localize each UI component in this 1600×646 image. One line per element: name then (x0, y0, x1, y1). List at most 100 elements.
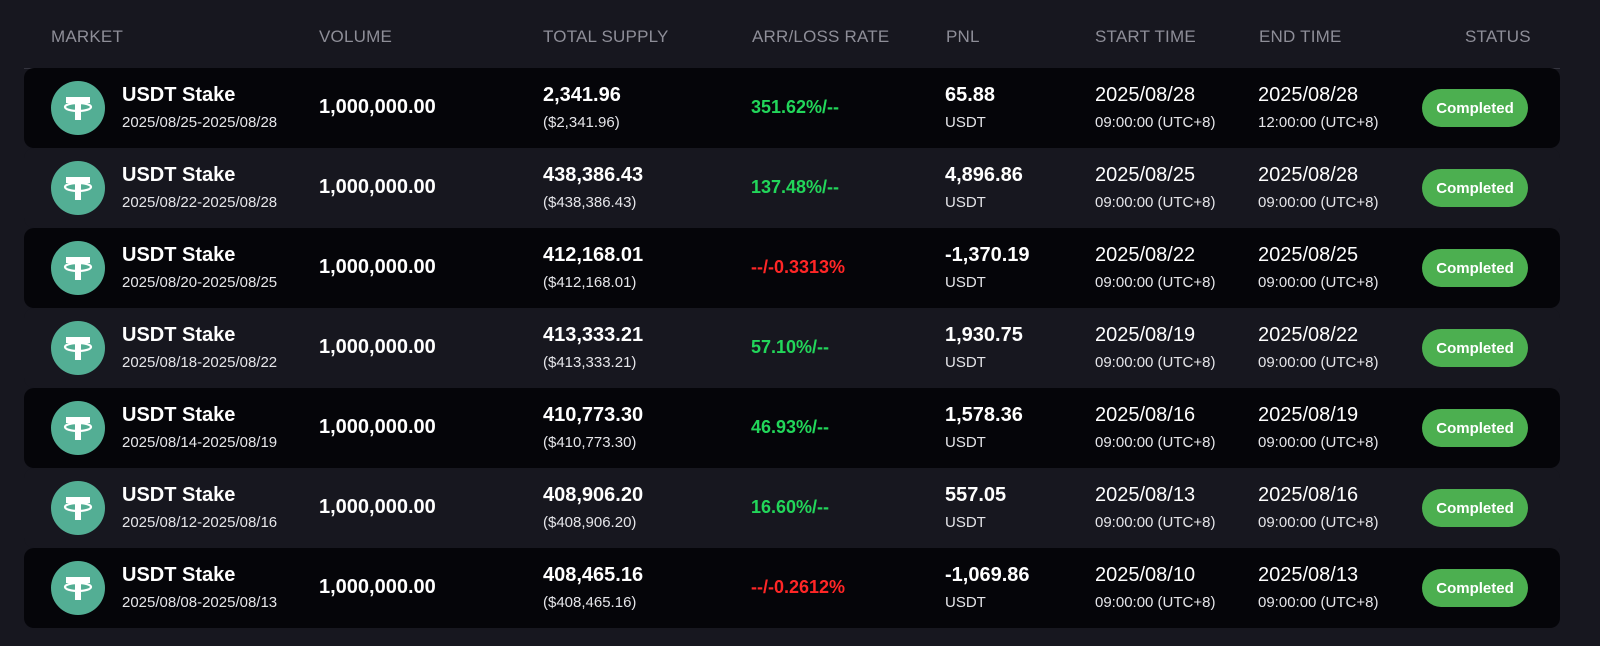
total-supply-usd: ($412,168.01) (543, 274, 637, 291)
pnl-value: -1,370.19 (945, 244, 1030, 266)
total-supply-value: 410,773.30 (543, 404, 644, 426)
pnl-unit: USDT (945, 354, 986, 371)
tether-icon (51, 401, 105, 455)
total-supply-value: 2,341.96 (543, 84, 621, 106)
market-date-range: 2025/08/18-2025/08/22 (122, 354, 278, 371)
column-header-total-supply: TOTAL SUPPLY (543, 27, 669, 46)
start-date: 2025/08/19 (1095, 324, 1196, 346)
status-badge[interactable]: Completed (1422, 489, 1528, 527)
start-time: 09:00:00 (UTC+8) (1095, 114, 1216, 131)
start-time: 09:00:00 (UTC+8) (1095, 354, 1216, 371)
market-date-range: 2025/08/22-2025/08/28 (122, 194, 278, 211)
total-supply-value: 438,386.43 (543, 164, 644, 186)
pnl-unit: USDT (945, 594, 986, 611)
pnl-unit: USDT (945, 274, 986, 291)
column-header-status: STATUS (1465, 27, 1531, 46)
arr-loss-rate: 16.60%/-- (751, 497, 830, 517)
status-badge[interactable]: Completed (1422, 249, 1528, 287)
end-date: 2025/08/22 (1258, 324, 1359, 346)
total-supply-usd: ($2,341.96) (543, 114, 620, 131)
volume-value: 1,000,000.00 (319, 496, 436, 518)
total-supply-usd: ($438,386.43) (543, 194, 637, 211)
column-header-pnl: PNL (946, 27, 980, 46)
start-date: 2025/08/22 (1095, 244, 1196, 266)
start-date: 2025/08/13 (1095, 484, 1196, 506)
start-date: 2025/08/25 (1095, 164, 1196, 186)
end-time: 09:00:00 (UTC+8) (1258, 274, 1379, 291)
total-supply-value: 412,168.01 (543, 244, 644, 266)
column-header-end-time: END TIME (1259, 27, 1342, 46)
tether-icon (51, 481, 105, 535)
status-badge[interactable]: Completed (1422, 409, 1528, 447)
start-time: 09:00:00 (UTC+8) (1095, 434, 1216, 451)
table-header: MARKET VOLUME TOTAL SUPPLY ARR/LOSS RATE… (24, 0, 1560, 69)
column-header-start-time: START TIME (1095, 27, 1196, 46)
market-name: USDT Stake (122, 164, 236, 186)
pnl-value: -1,069.86 (945, 564, 1030, 586)
volume-value: 1,000,000.00 (319, 96, 436, 118)
market-date-range: 2025/08/25-2025/08/28 (122, 114, 278, 131)
table-row[interactable]: USDT Stake 2025/08/18-2025/08/22 1,000,0… (24, 308, 1560, 388)
market-name: USDT Stake (122, 244, 236, 266)
end-date: 2025/08/25 (1258, 244, 1359, 266)
status-badge[interactable]: Completed (1422, 169, 1528, 207)
market-name: USDT Stake (122, 484, 236, 506)
market-date-range: 2025/08/08-2025/08/13 (122, 594, 278, 611)
volume-value: 1,000,000.00 (319, 336, 436, 358)
status-badge[interactable]: Completed (1422, 329, 1528, 367)
market-name: USDT Stake (122, 564, 236, 586)
arr-loss-rate: 57.10%/-- (751, 337, 830, 357)
total-supply-usd: ($408,465.16) (543, 594, 637, 611)
pnl-value: 4,896.86 (945, 164, 1023, 186)
arr-loss-rate: 137.48%/-- (751, 177, 840, 197)
column-header-market: MARKET (51, 27, 124, 46)
column-header-volume: VOLUME (319, 27, 392, 46)
table-row[interactable]: USDT Stake 2025/08/22-2025/08/28 1,000,0… (24, 148, 1560, 228)
table-row[interactable]: USDT Stake 2025/08/14-2025/08/19 1,000,0… (24, 388, 1560, 468)
arr-loss-rate: 46.93%/-- (751, 417, 830, 437)
status-badge[interactable]: Completed (1422, 569, 1528, 607)
start-date: 2025/08/28 (1095, 84, 1196, 106)
volume-value: 1,000,000.00 (319, 416, 436, 438)
end-time: 09:00:00 (UTC+8) (1258, 434, 1379, 451)
table-row[interactable]: USDT Stake 2025/08/25-2025/08/28 1,000,0… (24, 68, 1560, 148)
market-name: USDT Stake (122, 84, 236, 106)
end-date: 2025/08/28 (1258, 164, 1359, 186)
start-time: 09:00:00 (UTC+8) (1095, 274, 1216, 291)
pnl-unit: USDT (945, 434, 986, 451)
tether-icon (51, 561, 105, 615)
start-time: 09:00:00 (UTC+8) (1095, 194, 1216, 211)
table-row[interactable]: USDT Stake 2025/08/08-2025/08/13 1,000,0… (24, 548, 1560, 628)
end-time: 09:00:00 (UTC+8) (1258, 594, 1379, 611)
pnl-unit: USDT (945, 194, 986, 211)
volume-value: 1,000,000.00 (319, 176, 436, 198)
volume-value: 1,000,000.00 (319, 576, 436, 598)
arr-loss-rate: --/-0.3313% (751, 257, 846, 277)
end-time: 09:00:00 (UTC+8) (1258, 514, 1379, 531)
total-supply-usd: ($410,773.30) (543, 434, 637, 451)
pnl-value: 1,930.75 (945, 324, 1023, 346)
start-time: 09:00:00 (UTC+8) (1095, 594, 1216, 611)
tether-icon (51, 81, 105, 135)
table-row[interactable]: USDT Stake 2025/08/20-2025/08/25 1,000,0… (24, 228, 1560, 308)
pnl-value: 1,578.36 (945, 404, 1023, 426)
volume-value: 1,000,000.00 (319, 256, 436, 278)
end-time: 09:00:00 (UTC+8) (1258, 194, 1379, 211)
pnl-unit: USDT (945, 114, 986, 131)
total-supply-value: 408,465.16 (543, 564, 644, 586)
tether-icon (51, 241, 105, 295)
start-date: 2025/08/10 (1095, 564, 1196, 586)
total-supply-usd: ($408,906.20) (543, 514, 637, 531)
table-row[interactable]: USDT Stake 2025/08/12-2025/08/16 1,000,0… (24, 468, 1560, 548)
pnl-value: 557.05 (945, 484, 1007, 506)
arr-loss-rate: 351.62%/-- (751, 97, 840, 117)
total-supply-usd: ($413,333.21) (543, 354, 637, 371)
start-time: 09:00:00 (UTC+8) (1095, 514, 1216, 531)
end-time: 12:00:00 (UTC+8) (1258, 114, 1379, 131)
pnl-unit: USDT (945, 514, 986, 531)
end-time: 09:00:00 (UTC+8) (1258, 354, 1379, 371)
status-badge[interactable]: Completed (1422, 89, 1528, 127)
market-name: USDT Stake (122, 324, 236, 346)
market-date-range: 2025/08/12-2025/08/16 (122, 514, 278, 531)
